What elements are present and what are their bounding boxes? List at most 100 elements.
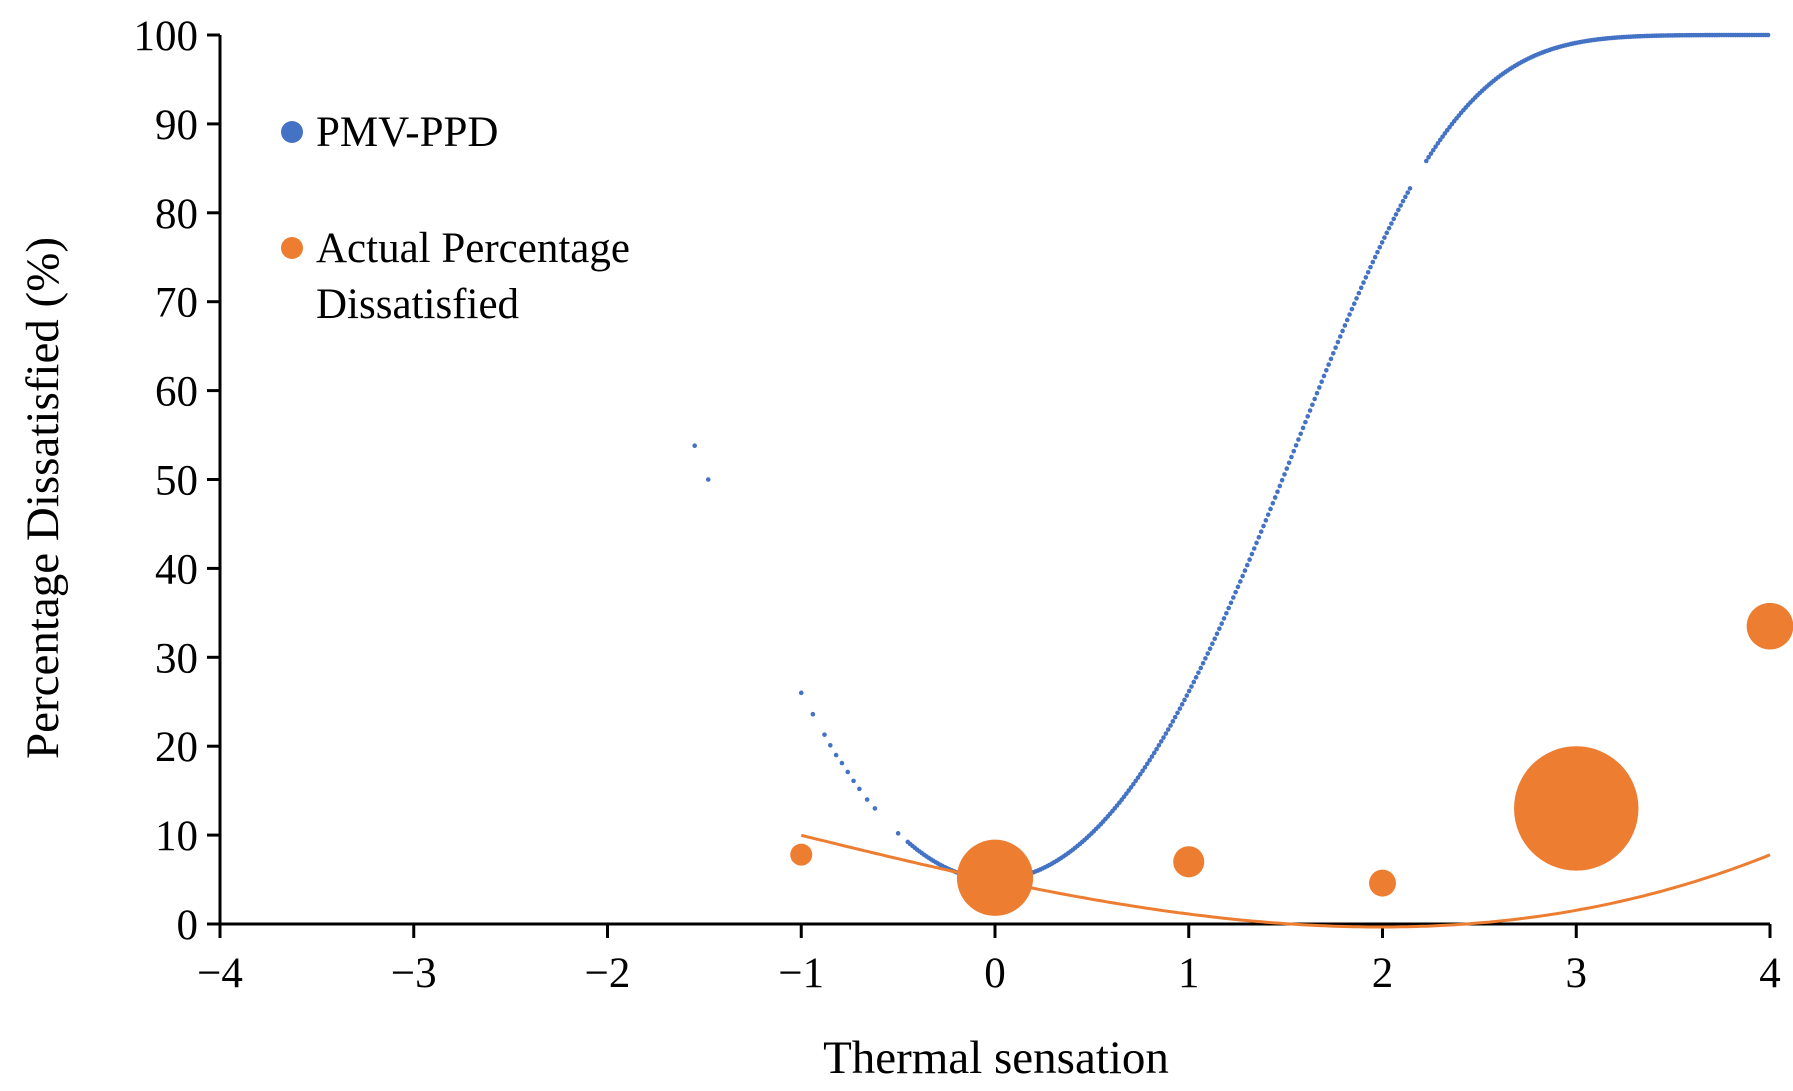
legend-item-pmv-ppd: PMV-PPD: [281, 109, 498, 156]
pmv-ppd-point: [1198, 665, 1204, 671]
pmv-ppd-point: [1326, 362, 1331, 367]
pmv-ppd-point: [1391, 216, 1397, 222]
x-tick-label: −2: [585, 950, 631, 997]
pmv-ppd-point: [1189, 684, 1194, 689]
pmv-ppd-point: [1291, 448, 1297, 454]
x-axis-title: Thermal sensation: [823, 1032, 1169, 1084]
pmv-ppd-point: [1182, 697, 1187, 703]
pmv-ppd-point: [1370, 259, 1376, 265]
pmv-ppd-point: [1337, 334, 1343, 339]
pmv-ppd-point: [1235, 584, 1241, 590]
x-tick-label: 3: [1566, 950, 1588, 997]
pmv-ppd-point: [864, 797, 870, 802]
pmv-ppd-point: [1324, 367, 1329, 373]
pmv-ppd-point: [1393, 212, 1399, 217]
actual-dissatisfied-series: [790, 602, 1793, 916]
pmv-ppd-point: [798, 690, 804, 696]
pmv-ppd-point: [1165, 727, 1171, 732]
legend-item-actual-dissatisfied: Actual Percentage Dissatisfied: [281, 225, 630, 328]
legend-marker-actual-dissatisfied: [281, 237, 303, 259]
pmv-ppd-point: [1244, 562, 1250, 568]
pmv-ppd-point: [1270, 500, 1276, 506]
pmv-ppd-point: [872, 806, 878, 811]
pmv-ppd-point: [1277, 483, 1283, 489]
pmv-ppd-point: [1240, 573, 1245, 579]
pmv-ppd-point: [1317, 385, 1322, 390]
y-ticks: 0 10 20 30 40 50 60 70 80 90 100: [134, 13, 220, 949]
pmv-ppd-point: [1389, 221, 1394, 226]
x-tick-label: 4: [1759, 950, 1781, 997]
x-ticks: −4 −3 −2 −1 0 1 2 3 4: [197, 924, 1781, 997]
pmv-ppd-point: [1205, 651, 1211, 656]
pmv-ppd-point: [1368, 264, 1373, 270]
x-tick-label: −1: [778, 950, 824, 997]
pmv-ppd-point: [1319, 379, 1324, 385]
pmv-ppd-point: [1365, 269, 1371, 275]
y-tick-label: 40: [155, 546, 198, 593]
actual-dissatisfied-bubble: [1173, 846, 1205, 878]
pmv-ppd-point: [1358, 285, 1364, 291]
pmv-ppd-point: [1435, 140, 1441, 146]
pmv-ppd-point: [1379, 240, 1385, 245]
pmv-ppd-point: [1210, 641, 1215, 647]
pmv-ppd-point: [1179, 702, 1185, 707]
pmv-ppd-point: [1400, 198, 1406, 204]
pmv-ppd-point: [1272, 495, 1278, 500]
pmv-ppd-point: [1265, 512, 1271, 517]
legend-marker-pmv-ppd: [281, 121, 303, 143]
pmv-ppd-point: [1207, 646, 1213, 651]
actual-dissatisfied-bubble: [1514, 746, 1639, 871]
pmv-ppd-point: [1405, 190, 1410, 195]
pmv-ppd-point: [1242, 568, 1248, 573]
pmv-ppd-point: [1254, 540, 1259, 546]
pmv-ppd-point: [1126, 788, 1131, 793]
pmv-ppd-point: [1140, 768, 1145, 774]
pmv-ppd-point: [1382, 235, 1387, 240]
y-tick-label: 50: [155, 458, 198, 505]
pmv-ppd-point: [1275, 489, 1280, 495]
pmv-ppd-point: [1268, 506, 1273, 512]
pmv-ppd-point: [851, 778, 856, 784]
pmv-ppd-point: [1328, 356, 1334, 362]
pmv-ppd-point: [1340, 328, 1345, 334]
pmv-ppd-point: [1765, 32, 1771, 38]
pmv-ppd-point: [1237, 579, 1243, 584]
pmv-ppd-point: [1249, 551, 1255, 557]
pmv-ppd-point: [692, 443, 697, 449]
pmv-ppd-point: [1231, 595, 1236, 600]
pmv-ppd-point: [1233, 589, 1238, 595]
pmv-ppd-point: [1312, 396, 1317, 402]
legend: PMV-PPD Actual Percentage Dissatisfied: [281, 109, 630, 328]
pmv-ppd-point: [1214, 631, 1220, 637]
actual-dissatisfied-bubble: [956, 839, 1034, 916]
pmv-ppd-point: [1284, 466, 1290, 471]
pmv-ppd-point: [1398, 203, 1404, 208]
pmv-ppd-point: [1217, 626, 1222, 631]
pmv-ppd-point: [1200, 660, 1206, 666]
plot-area: 0 10 20 30 40 50 60 70 80 90 100 −4 −3 −2 −1 0 1 2 3 4: [134, 13, 1793, 997]
pmv-ppd-point: [1440, 134, 1445, 139]
legend-label-actual-dissatisfied-line1: Actual Percentage: [316, 225, 630, 272]
pmv-ppd-point: [1347, 312, 1352, 317]
pmv-ppd-point: [1128, 785, 1134, 790]
pmv-ppd-point: [1375, 249, 1380, 255]
pmv-ppd-point: [1305, 414, 1311, 419]
pmv-ppd-point: [1303, 419, 1308, 425]
pmv-ppd-point: [1354, 296, 1359, 301]
pmv-ppd-point: [1300, 425, 1306, 431]
pmv-ppd-point: [1407, 186, 1413, 191]
pmv-ppd-point: [1144, 761, 1150, 767]
pmv-ppd-point: [1161, 735, 1166, 740]
pmv-ppd-point: [1384, 230, 1390, 236]
pmv-ppd-point: [1221, 616, 1227, 621]
pmv-ppd-point: [1282, 472, 1287, 477]
pmv-ppd-point: [1356, 290, 1362, 296]
pmv-ppd-point: [1314, 390, 1320, 396]
actual-dissatisfied-bubble: [1369, 869, 1396, 897]
pmv-ppd-point: [1289, 454, 1294, 460]
x-tick-label: 0: [984, 950, 1006, 997]
pmv-ppd-point: [1212, 636, 1218, 642]
x-tick-label: −3: [391, 950, 437, 997]
pmv-ppd-point: [1224, 610, 1229, 616]
actual-dissatisfied-bubble: [1746, 602, 1793, 650]
